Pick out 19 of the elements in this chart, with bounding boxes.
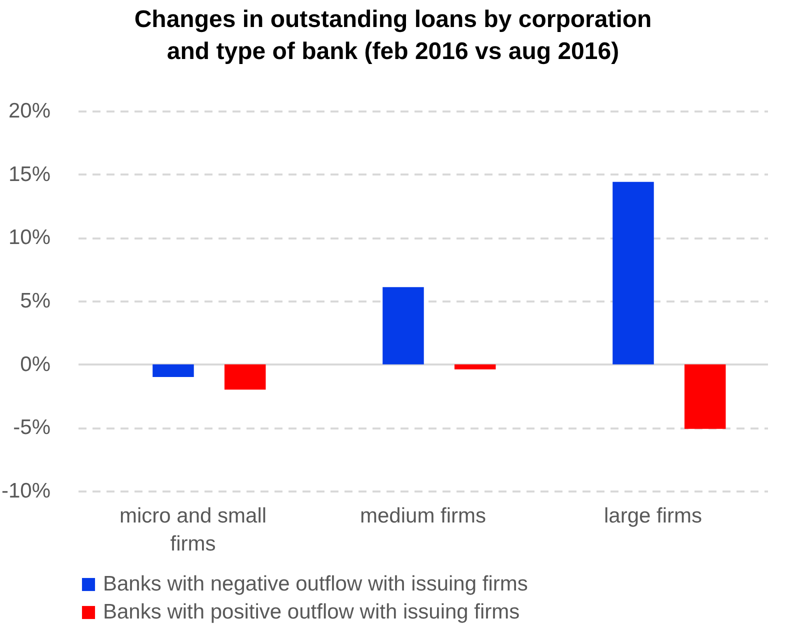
bar [612, 182, 654, 364]
x-tick-label: medium firms [360, 504, 486, 528]
bar [224, 364, 266, 390]
bar [454, 364, 496, 370]
y-tick-label: 0% [20, 352, 50, 376]
y-tick-label: 10% [8, 226, 50, 250]
y-tick-label: -5% [13, 416, 50, 440]
bar [382, 287, 424, 364]
x-tick-label: large firms [604, 504, 702, 528]
bar [684, 364, 726, 429]
x-tick-label: micro and small firms [119, 504, 267, 556]
y-tick-label: -10% [1, 480, 50, 502]
chart-title: Changes in outstanding loans by corporation and type of bank (feb 2016 vs aug 2016) [134, 6, 652, 65]
y-tick-label: 20% [8, 100, 50, 122]
legend-label: Banks with negative outflow with issuing firms [103, 572, 528, 596]
y-tick-label: 15% [8, 162, 50, 186]
legend-label: Banks with positive outflow with issuing firms [103, 600, 520, 624]
bar [152, 364, 194, 377]
y-tick-label: 5% [20, 290, 50, 312]
